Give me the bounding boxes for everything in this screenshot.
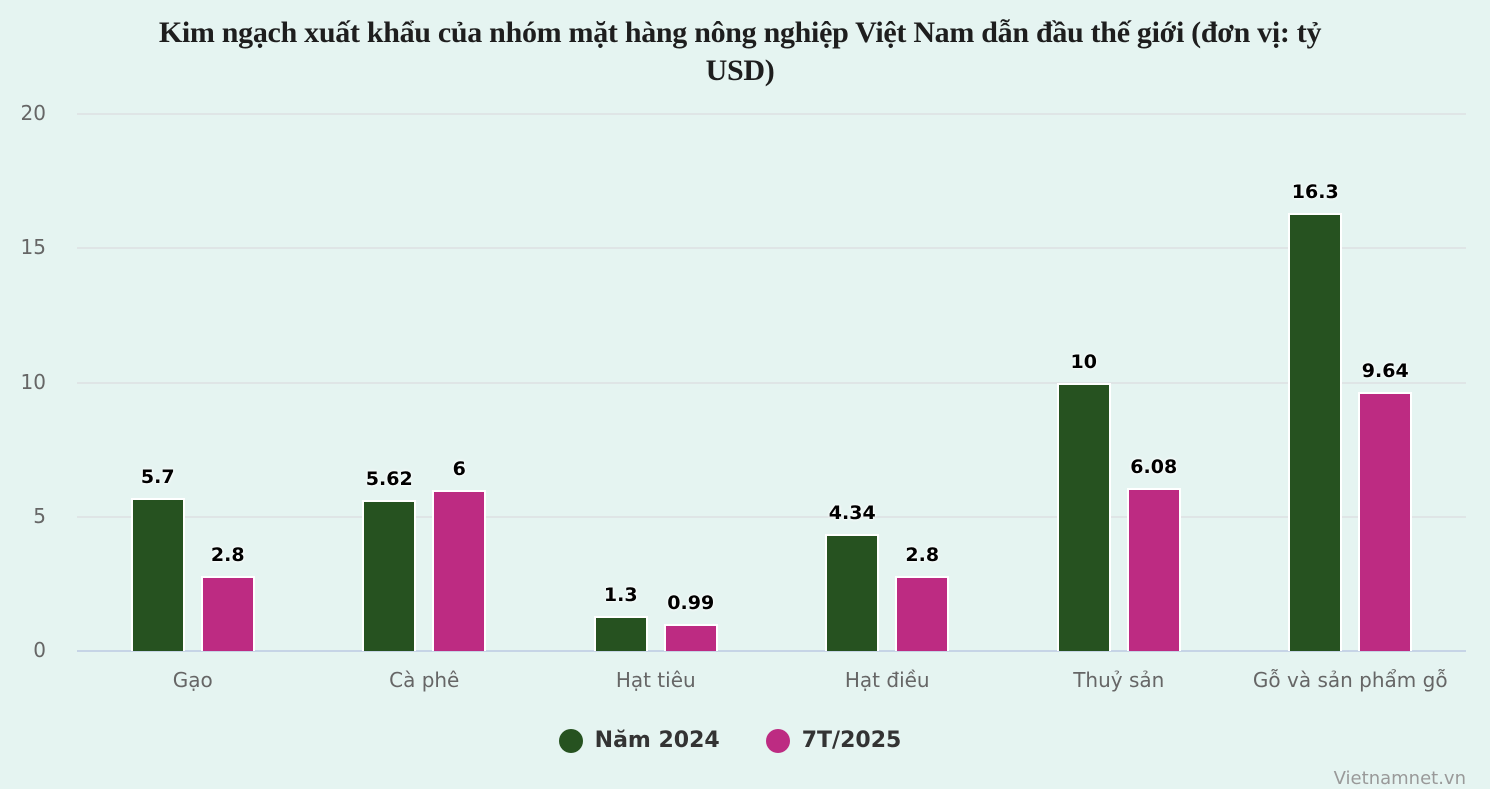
bar-value-label: 2.8	[905, 543, 940, 566]
y-axis-tick-label: 0	[33, 638, 46, 662]
bar-7t-2025[interactable]	[1358, 392, 1413, 651]
y-axis-tick-label: 15	[20, 235, 46, 260]
legend-item-2024[interactable]: Năm 2024	[558, 728, 720, 753]
bar-value-label: 5.7	[140, 465, 175, 488]
y-axis-tick-label: 10	[20, 369, 46, 394]
bar-value-label: 1.3	[603, 584, 638, 607]
bar-value-label: 0.99	[667, 592, 715, 615]
bar-nam-2024[interactable]	[1056, 382, 1111, 651]
legend-item-7t2025[interactable]: 7T/2025	[765, 728, 902, 753]
bar-value-label: 5.62	[365, 468, 413, 491]
x-axis-category-label: Thuỷ sản	[1073, 668, 1165, 692]
bar-nam-2024[interactable]	[130, 497, 185, 651]
legend-dot-icon	[558, 728, 583, 753]
y-axis-tick-label: 5	[33, 503, 46, 528]
gridline	[77, 113, 1466, 115]
x-axis-category-label: Hạt tiêu	[615, 668, 696, 692]
chart-title-line1: Kim ngạch xuất khẩu của nhóm mặt hàng nô…	[158, 16, 1322, 49]
source-credit: Vietnamnet.vn	[1333, 768, 1466, 789]
x-axis-category-label: Hạt điều	[844, 668, 930, 692]
bar-value-label: 6.08	[1130, 455, 1178, 478]
bar-value-label: 4.34	[828, 502, 876, 525]
gridline	[77, 381, 1466, 384]
x-axis-category-label: Gạo	[172, 668, 213, 692]
bar-nam-2024[interactable]	[593, 616, 648, 651]
bar-value-label: 6	[452, 457, 466, 480]
bar-7t-2025[interactable]	[432, 489, 487, 651]
gridline	[77, 247, 1466, 250]
bar-value-label: 16.3	[1291, 181, 1339, 204]
y-axis-tick-label: 20	[20, 101, 46, 125]
bar-value-label: 10	[1070, 350, 1097, 373]
legend-label: 7T/2025	[801, 728, 902, 753]
legend-label: Năm 2024	[594, 728, 720, 753]
gridline	[77, 515, 1466, 518]
chart-title-line2: USD)	[705, 54, 775, 87]
x-axis-category-label: Gỗ và sản phẩm gỗ	[1252, 668, 1448, 692]
bar-value-label: 9.64	[1361, 360, 1409, 383]
bar-nam-2024[interactable]	[1288, 213, 1343, 651]
legend: Năm 2024 7T/2025	[0, 728, 1490, 753]
bar-7t-2025[interactable]	[895, 575, 950, 651]
bar-value-label: 2.8	[210, 543, 245, 566]
bar-7t-2025[interactable]	[663, 624, 718, 651]
x-axis-line	[77, 650, 1466, 652]
chart-title: Kim ngạch xuất khẩu của nhóm mặt hàng nô…	[60, 14, 1420, 90]
x-axis-category-label: Cà phê	[389, 668, 460, 692]
bar-nam-2024[interactable]	[825, 534, 880, 651]
bar-nam-2024[interactable]	[362, 500, 417, 651]
bar-7t-2025[interactable]	[1126, 487, 1181, 651]
legend-dot-icon	[765, 728, 790, 753]
bar-7t-2025[interactable]	[200, 575, 255, 651]
